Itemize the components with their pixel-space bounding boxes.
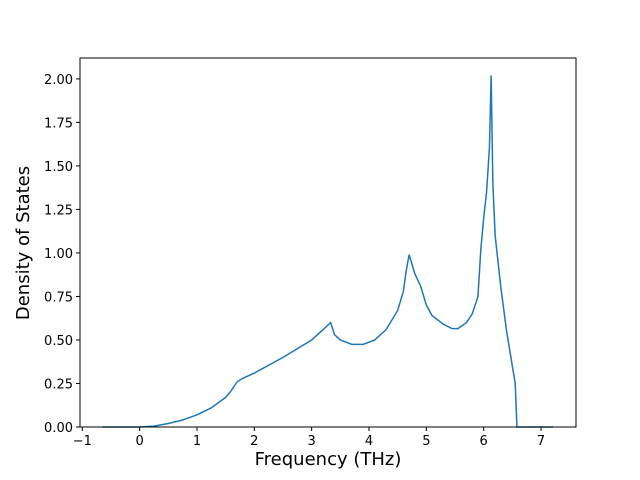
x-tick-label: 0 <box>135 434 143 449</box>
x-tick-label: 4 <box>365 434 373 449</box>
y-tick-label: 2.00 <box>44 73 73 88</box>
y-tick-label: 0.50 <box>44 334 73 349</box>
x-tick-label: 1 <box>193 434 201 449</box>
y-tick-label: 1.50 <box>44 160 73 175</box>
x-tick-label: −1 <box>73 434 92 449</box>
x-tick-label: 3 <box>308 434 316 449</box>
x-tick-label: 6 <box>480 434 488 449</box>
x-tick-label: 7 <box>537 434 545 449</box>
y-tick-label: 1.25 <box>44 203 73 218</box>
y-tick-label: 0.75 <box>44 290 73 305</box>
x-tick-label: 5 <box>422 434 430 449</box>
plot-frame <box>79 57 577 428</box>
y-tick-label: 0.25 <box>44 377 73 392</box>
y-axis-label: Density of States <box>13 166 34 320</box>
x-tick-label: 2 <box>250 434 258 449</box>
y-tick-label: 0.00 <box>44 421 73 436</box>
x-axis-label: Frequency (THz) <box>255 449 402 470</box>
line <box>102 75 554 428</box>
y-tick-label: 1.00 <box>44 247 73 262</box>
y-tick-label: 1.75 <box>44 116 73 131</box>
